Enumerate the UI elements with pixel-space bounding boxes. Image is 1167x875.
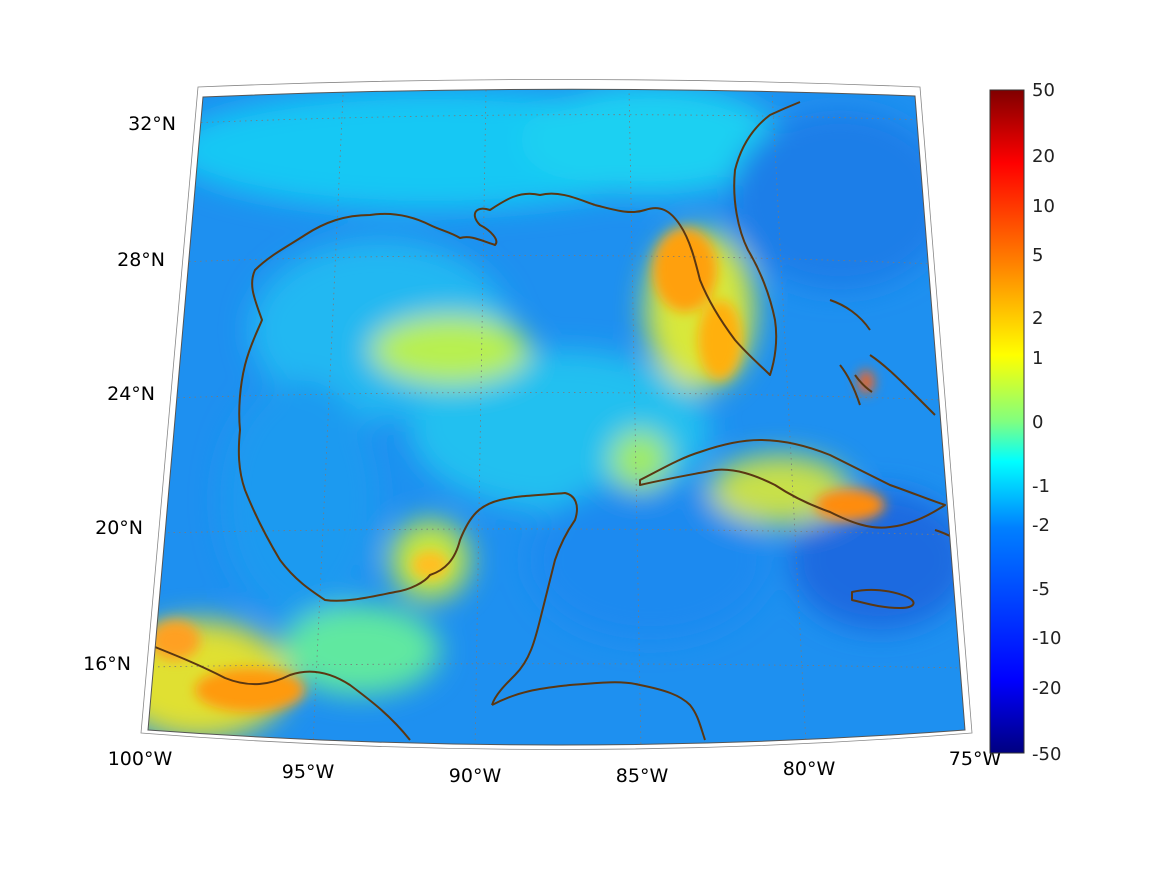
lon-label-90w: 90°W bbox=[449, 765, 502, 787]
graticule bbox=[148, 89, 963, 745]
colorbar-label: -20 bbox=[1032, 678, 1061, 699]
colorbar-label: 5 bbox=[1032, 245, 1043, 266]
colorbar-label: 50 bbox=[1032, 80, 1055, 101]
colorbar-label: 0 bbox=[1032, 412, 1043, 433]
colorbar-labels: 50 20 10 5 2 1 0 -1 -2 -5 -10 -20 -50 bbox=[1032, 80, 1061, 765]
colorbar-gradient bbox=[989, 89, 1025, 754]
colorbar-label: -5 bbox=[1032, 579, 1050, 600]
colorbar: 50 20 10 5 2 1 0 -1 -2 -5 -10 -20 -50 bbox=[989, 80, 1061, 765]
lat-label-32n: 32°N bbox=[128, 113, 176, 135]
colorbar-label: -50 bbox=[1032, 744, 1061, 765]
map-frame bbox=[147, 88, 966, 746]
colorbar-label: 20 bbox=[1032, 146, 1055, 167]
colorbar-label: -1 bbox=[1032, 476, 1050, 497]
lon-label-100w: 100°W bbox=[108, 748, 173, 770]
map-frame-outer bbox=[140, 79, 973, 750]
colorbar-label: 2 bbox=[1032, 308, 1043, 329]
lat-label-24n: 24°N bbox=[107, 383, 155, 405]
colorbar-label: 10 bbox=[1032, 196, 1055, 217]
latitude-labels: 32°N 28°N 24°N 20°N 16°N bbox=[83, 113, 176, 675]
lon-label-80w: 80°W bbox=[783, 758, 836, 780]
colorbar-label: -2 bbox=[1032, 515, 1050, 536]
lon-label-95w: 95°W bbox=[282, 761, 335, 783]
coastlines bbox=[149, 101, 959, 741]
lat-label-28n: 28°N bbox=[117, 249, 165, 271]
lon-label-75w: 75°W bbox=[949, 748, 1002, 770]
longitude-labels: 100°W 95°W 90°W 85°W 80°W 75°W bbox=[108, 748, 1002, 787]
colorbar-label: 1 bbox=[1032, 348, 1043, 369]
colorbar-label: -10 bbox=[1032, 628, 1061, 649]
lat-label-20n: 20°N bbox=[95, 517, 143, 539]
lat-label-16n: 16°N bbox=[83, 653, 131, 675]
lon-label-85w: 85°W bbox=[616, 765, 669, 787]
data-field bbox=[148, 89, 965, 745]
